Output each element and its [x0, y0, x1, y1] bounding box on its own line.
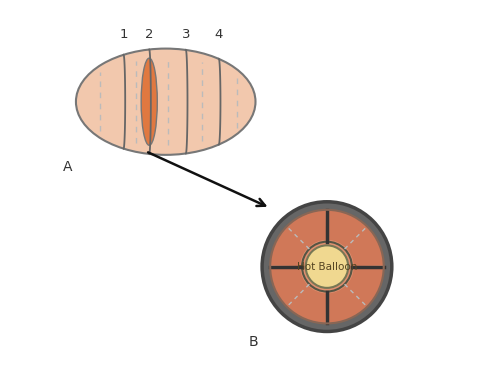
Wedge shape [270, 267, 326, 323]
Text: 2: 2 [145, 28, 154, 41]
Circle shape [262, 202, 392, 331]
Ellipse shape [141, 58, 158, 145]
Wedge shape [328, 210, 384, 266]
Ellipse shape [76, 49, 256, 155]
Wedge shape [328, 267, 384, 323]
Circle shape [270, 210, 384, 323]
Text: B: B [249, 335, 258, 349]
Circle shape [306, 246, 348, 288]
Text: Hot Balloon: Hot Balloon [297, 262, 357, 272]
Wedge shape [270, 210, 326, 266]
Text: 4: 4 [214, 28, 223, 41]
Text: A: A [63, 160, 72, 174]
Circle shape [302, 242, 352, 292]
Text: 1: 1 [120, 28, 128, 41]
Text: 3: 3 [182, 28, 190, 41]
